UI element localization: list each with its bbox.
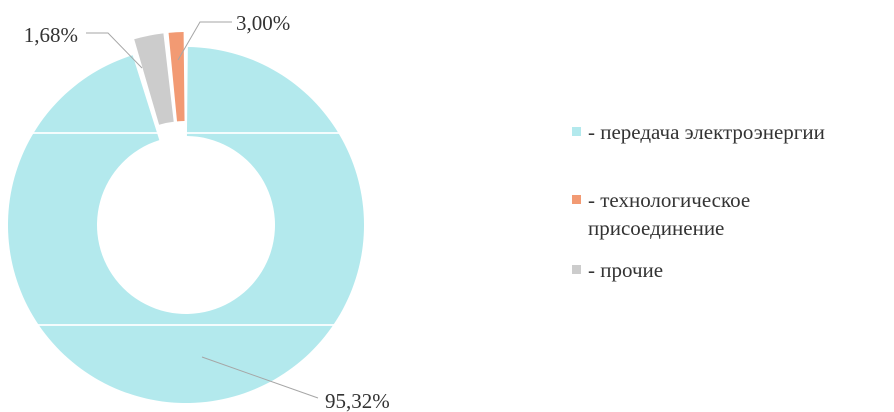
donut-slices xyxy=(7,32,364,403)
ring-stripe-1 xyxy=(8,324,364,326)
legend: - передача электроэнергии - технологичес… xyxy=(568,118,894,284)
donut-slice-2 xyxy=(134,33,174,125)
legend-swatch-other xyxy=(572,265,581,274)
data-label-1: 1,68% xyxy=(24,23,78,47)
donut-slice-0 xyxy=(7,47,364,403)
legend-label-connection-line2: присоединение xyxy=(588,216,725,240)
legend-swatch-connection xyxy=(572,195,581,204)
legend-label-connection-line1: - технологическое xyxy=(588,188,751,212)
legend-swatch-transmission xyxy=(572,127,581,136)
legend-item-connection: - технологическое присоединение xyxy=(568,186,894,242)
legend-item-other: - прочие xyxy=(568,256,894,284)
data-labels: 95,32% 1,68% 3,00% xyxy=(24,11,390,412)
legend-label-transmission: - передача электроэнергии xyxy=(588,120,825,144)
legend-label-other: - прочие xyxy=(588,258,664,282)
leader-lines xyxy=(86,21,319,399)
leader-line-2 xyxy=(177,21,232,61)
leader-line-0 xyxy=(201,356,319,399)
data-label-0: 95,32% xyxy=(325,389,390,412)
donut-slice-1 xyxy=(168,32,185,122)
leader-line-1 xyxy=(86,32,143,69)
data-label-2: 3,00% xyxy=(236,11,290,35)
legend-item-transmission: - передача электроэнергии xyxy=(568,118,894,146)
ring-stripe-0 xyxy=(8,132,364,134)
